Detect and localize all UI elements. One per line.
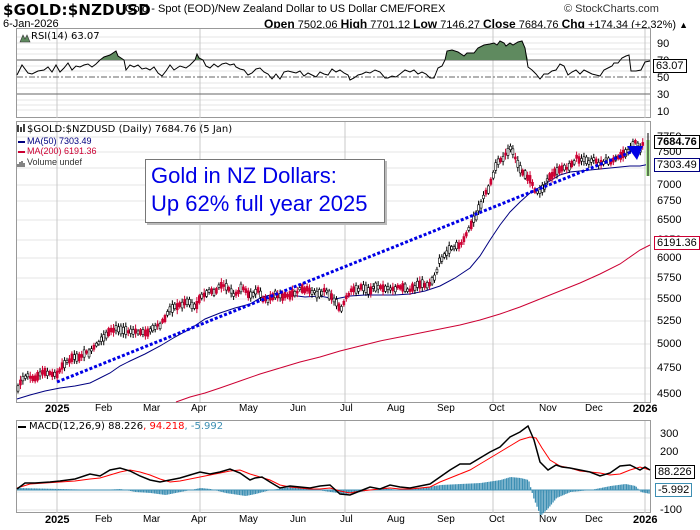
ma50-legend: MA(50) 7303.49 [27, 136, 92, 146]
chart-description: Gold - Spot (EOD)/New Zealand Dollar to … [125, 3, 446, 15]
macd-legend-name: MACD(12,26,9) [29, 421, 105, 432]
x-tick: Jul [340, 403, 353, 414]
x-tick: Jun [290, 514, 307, 525]
x-tick: Apr [191, 514, 207, 525]
price-tick: 6750 [657, 195, 682, 207]
macd-tick: 200 [660, 446, 679, 458]
macd-value-tag: 88.226 [655, 465, 695, 479]
up-arrow-icon: ▲ [679, 20, 689, 30]
chart-date: 6-Jan-2026 [3, 18, 59, 30]
price-tick: 6500 [657, 214, 682, 226]
x-tick: Aug [387, 403, 405, 414]
copyright[interactable]: © StockCharts.com [564, 3, 659, 15]
price-tick: 7500 [657, 146, 682, 158]
x-tick: Mar [143, 514, 161, 525]
x-tick: Nov [539, 514, 557, 525]
price-candles [16, 138, 645, 394]
rsi-tick: 30 [657, 89, 670, 101]
x-tick: May [239, 514, 258, 525]
x-tick: Dec [585, 403, 603, 414]
price-tick: 7000 [657, 179, 682, 191]
macd-panel [16, 420, 651, 515]
macd-legend-macd: 88.226 [108, 421, 144, 432]
macd-legend: MACD(12,26,9) 88.226, 94.218, -5.992 [29, 421, 224, 432]
macd-tick: 300 [660, 428, 679, 440]
x-axis-price: 2025 Feb Mar Apr May Jun Jul Aug Sep Oct… [0, 403, 700, 417]
price-tick: 5750 [657, 272, 682, 284]
x-tick: Oct [489, 514, 505, 525]
chg-label: Chg [561, 17, 585, 31]
x-tick: Dec [585, 514, 603, 525]
price-legend-main: $GOLD:$NZDUSD (Daily) 7684.76 (5 Jan) [27, 124, 233, 135]
trendline-arrowhead [627, 146, 643, 160]
rsi-value-tag: 63.07 [653, 59, 687, 73]
close-label: Close [483, 17, 516, 31]
macd-tick: -100 [660, 504, 683, 516]
macd-histogram [18, 477, 650, 515]
ma50-tag: 7303.49 [654, 158, 700, 172]
x-tick: Aug [387, 514, 405, 525]
high-label: High [340, 17, 368, 31]
ma200-tag: 6191.36 [654, 236, 700, 250]
x-tick: Feb [95, 403, 113, 414]
macd-line [16, 424, 651, 496]
close-price-tag: 7684.76 [654, 135, 700, 149]
open-label: Open [264, 17, 295, 31]
x-tick: Sep [437, 514, 455, 525]
x-tick: Jun [290, 403, 307, 414]
price-tick: 4500 [657, 388, 682, 400]
callout-line-2: Up 62% full year 2025 [151, 191, 368, 216]
trendline [56, 148, 637, 384]
price-legend-icons [17, 124, 25, 167]
annotation-callout: Gold in NZ Dollars: Up 62% full year 202… [145, 159, 385, 223]
x-tick: Mar [143, 403, 161, 414]
x-tick: Feb [95, 514, 113, 525]
x-tick: Oct [489, 403, 505, 414]
volume-legend: Volume undef [27, 157, 83, 167]
x-axis-macd: 2025 Feb Mar Apr May Jun Jul Aug Sep Oct… [0, 514, 700, 528]
rsi-tick: 90 [657, 38, 670, 50]
rsi-y-axis: 90 70 50 30 10 [657, 36, 669, 121]
callout-line-1: Gold in NZ Dollars: [151, 163, 337, 188]
x-tick: 2025 [45, 403, 70, 415]
price-tick: 4750 [657, 362, 682, 374]
rsi-legend [19, 34, 31, 43]
macd-legend-signal: 94.218 [149, 421, 185, 432]
x-tick: Nov [539, 403, 557, 414]
x-tick: 2026 [633, 403, 658, 415]
chart-symbol: $GOLD:$NZDUSD [3, 1, 151, 19]
ma200-legend: MA(200) 6191.36 [27, 146, 97, 156]
x-tick: Sep [437, 403, 455, 414]
candle-icon [17, 124, 25, 132]
ma200-line [175, 244, 651, 403]
price-tick: 5500 [657, 293, 682, 305]
rsi-legend-text: RSI(14) 63.07 [31, 31, 100, 42]
price-tick: 5000 [657, 338, 682, 350]
x-tick: Jul [340, 514, 353, 525]
rsi-tick: 10 [657, 106, 670, 118]
macd-signal-line [16, 436, 651, 494]
volume-icon [17, 161, 25, 167]
x-tick: Apr [191, 403, 207, 414]
rsi-tick: 50 [657, 72, 670, 84]
rsi-icon [19, 34, 31, 43]
rsi-panel [16, 28, 651, 118]
price-tick: 6000 [657, 252, 682, 264]
x-tick: May [239, 403, 258, 414]
price-tick: 5250 [657, 315, 682, 327]
low-label: Low [413, 17, 438, 31]
x-tick: 2025 [45, 514, 70, 526]
macd-hist-tag: -5.992 [655, 483, 693, 497]
macd-legend-hist: -5.992 [190, 421, 224, 432]
x-tick: 2026 [633, 514, 658, 526]
